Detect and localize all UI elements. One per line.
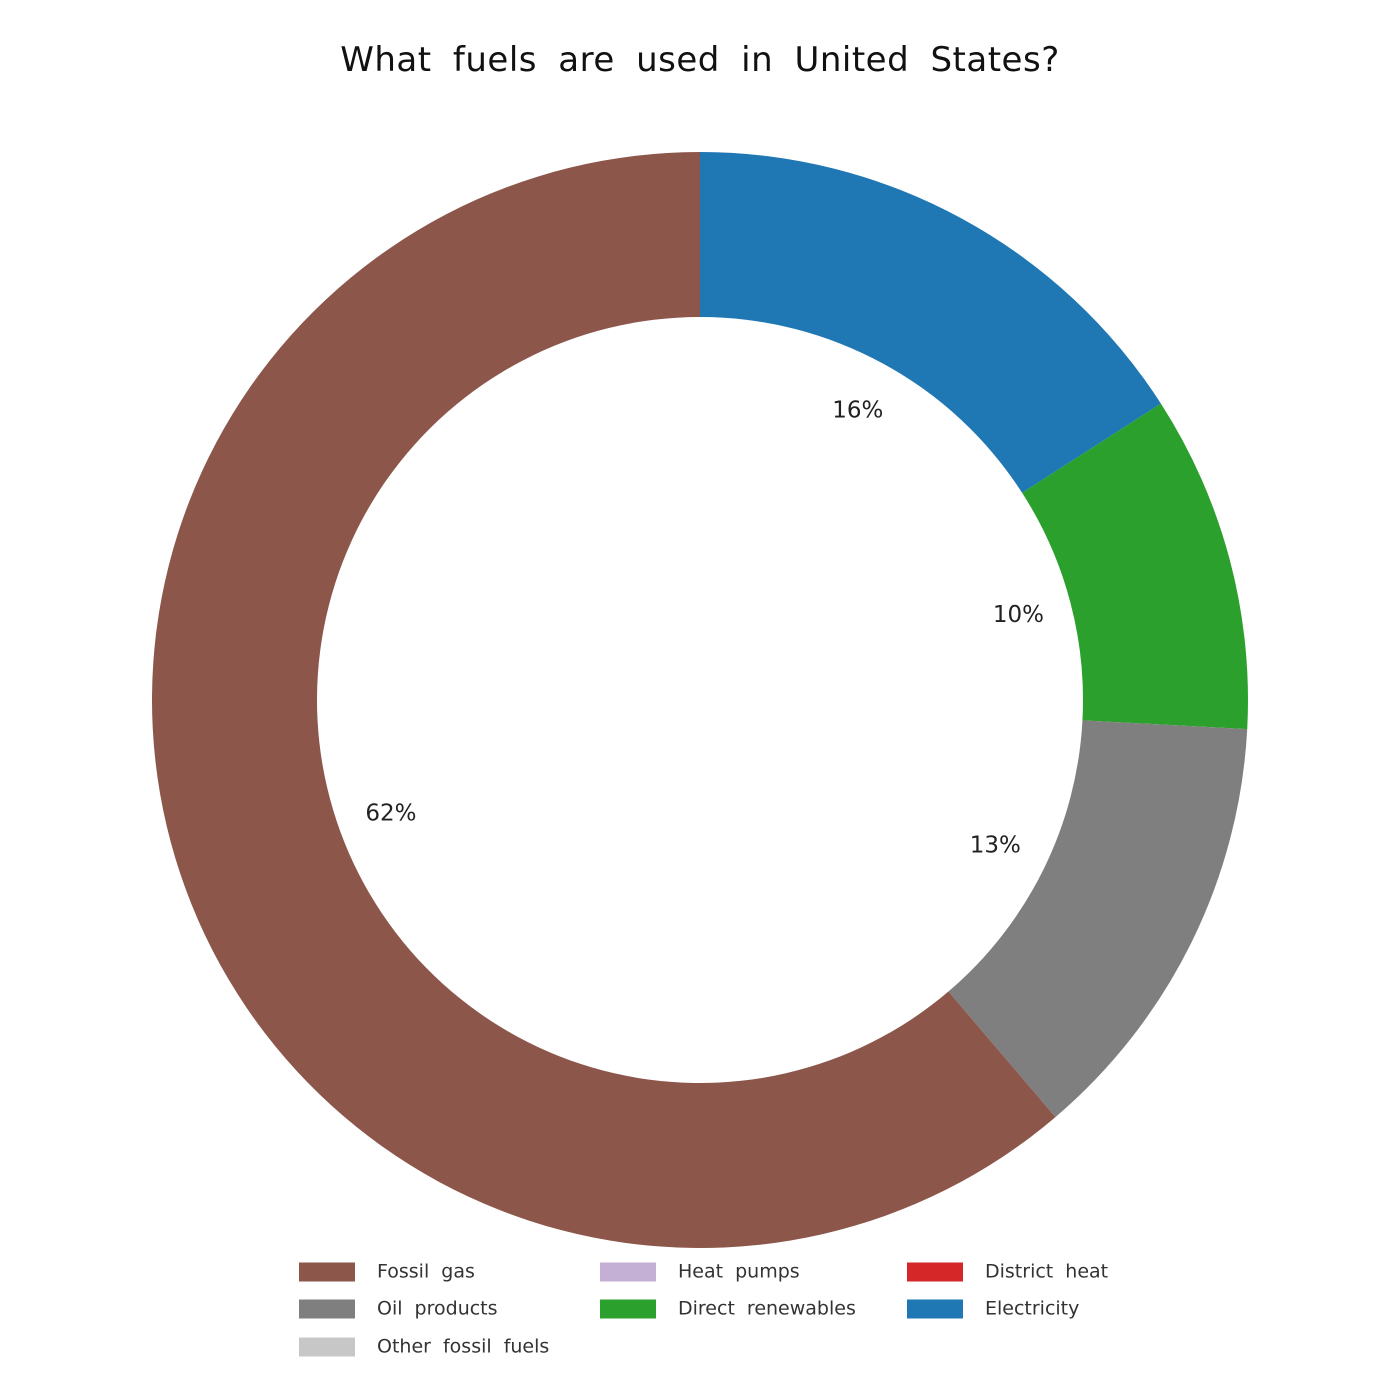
legend-item-district-heat: District heat	[907, 1261, 1108, 1283]
legend-swatch-oil-products	[299, 1299, 355, 1319]
legend-label-direct-renewables: Direct renewables	[678, 1298, 856, 1320]
slice-oil-products	[948, 720, 1248, 1118]
legend-swatch-direct-renewables	[600, 1299, 656, 1319]
legend-swatch-district-heat	[907, 1262, 963, 1282]
legend-item-fossil-gas: Fossil gas	[299, 1261, 475, 1283]
legend: Fossil gas Oil products Other fossil fuels…	[299, 1261, 1108, 1358]
legend-item-heat-pumps: Heat pumps	[600, 1261, 800, 1283]
donut-slices	[151, 152, 1248, 1248]
legend-item-electricity: Electricity	[907, 1298, 1079, 1320]
legend-item-oil-products: Oil products	[299, 1298, 498, 1320]
legend-swatch-electricity	[907, 1299, 963, 1319]
legend-swatch-heat-pumps	[600, 1262, 656, 1282]
legend-label-fossil-gas: Fossil gas	[377, 1261, 475, 1283]
slice-label-fossil-gas: 62%	[365, 800, 416, 826]
slice-label-direct-renewables: 10%	[993, 602, 1044, 628]
legend-label-oil-products: Oil products	[377, 1298, 498, 1320]
slice-direct-renewables	[1022, 403, 1248, 730]
slice-label-oil-products: 13%	[970, 832, 1021, 858]
legend-label-district-heat: District heat	[985, 1261, 1108, 1283]
legend-label-electricity: Electricity	[985, 1298, 1079, 1320]
slice-electricity	[700, 152, 1161, 493]
legend-label-heat-pumps: Heat pumps	[678, 1261, 800, 1283]
slice-fossil-gas	[151, 152, 1056, 1248]
legend-label-other-fossil-fuels: Other fossil fuels	[377, 1336, 549, 1358]
legend-item-direct-renewables: Direct renewables	[600, 1298, 856, 1320]
slice-labels: 16% 10% 13% 62%	[365, 397, 1044, 858]
legend-swatch-fossil-gas	[299, 1262, 355, 1282]
legend-swatch-other-fossil-fuels	[299, 1337, 355, 1357]
legend-item-other-fossil-fuels: Other fossil fuels	[299, 1336, 549, 1358]
slice-label-electricity: 16%	[832, 397, 883, 423]
chart-title: What fuels are used in United States?	[340, 40, 1060, 80]
